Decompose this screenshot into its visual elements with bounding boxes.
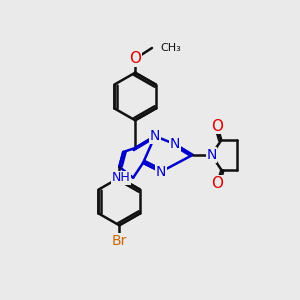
Text: O: O	[212, 176, 224, 191]
Text: N: N	[169, 137, 180, 151]
Text: N: N	[156, 165, 166, 179]
Text: N: N	[150, 129, 160, 143]
Text: CH₃: CH₃	[160, 43, 181, 53]
Text: O: O	[129, 51, 141, 66]
Text: Br: Br	[112, 234, 127, 248]
Text: O: O	[212, 119, 224, 134]
Text: N: N	[206, 148, 217, 162]
Text: NH: NH	[112, 171, 130, 184]
